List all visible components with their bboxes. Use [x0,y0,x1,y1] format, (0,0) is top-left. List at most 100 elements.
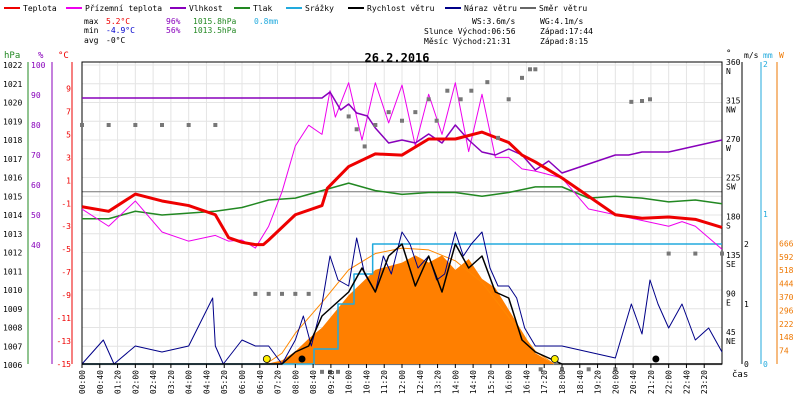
x-tick-label: 21:20 [647,370,656,394]
x-tick-label: 03:20 [167,370,176,394]
wind-direction-mark [458,97,463,102]
wind-direction-mark [186,123,191,127]
mm-tick-label: 2 [763,60,768,69]
temp-tick-label: -3 [61,222,71,231]
chart-title: 26.2.2016 [364,51,429,65]
x-tick-label: 02:00 [131,370,140,394]
temp-tick-label: 1 [66,176,71,185]
wind-gust-info: WG:4.1m/s [540,17,584,26]
wind-direction-mark [469,88,474,93]
mm-axis-title: mm [763,51,773,60]
right-axes: ° m/s mm W360N315NW270W225SW180S135SE90E45N… [726,49,794,369]
wind-gust-line [81,231,723,365]
x-tick-label: 18:40 [576,370,585,394]
wind-direction-mark [520,75,524,80]
hpa-tick-label: 1013 [3,230,22,239]
hpa-tick-label: 1007 [3,342,22,351]
wind-direction-mark [533,67,538,72]
wind-direction-mark [485,80,490,85]
pressure-line [82,182,723,220]
legend-item: Náraz větru [464,4,517,13]
wind-direction-mark [586,367,591,372]
x-tick-label: 13:20 [434,370,443,394]
dir-tick-label: 315 [726,97,741,106]
temp-tick-label: 3 [66,153,71,162]
x-tick-label: 01:20 [114,370,123,394]
stat-label: avg [84,36,99,45]
x-axis: 00:00 00:40 01:20 02:00 02:40 03:20 04:00 04:40… [78,364,709,394]
dir-tick-label: 90 [726,289,736,298]
wind-direction-mark [386,110,391,115]
hpa-tick-label: 1010 [3,286,22,295]
x-tick-label: 23:20 [700,370,709,394]
wind-direction-mark [328,369,332,374]
hpa-tick-label: 1019 [3,117,22,126]
x-tick-label: 00:00 [78,370,87,394]
x-tick-label: 09:20 [327,370,336,394]
x-tick-label: 20:40 [629,370,638,394]
x-tick-label: 22:40 [682,370,691,394]
x-tick-label: 10:00 [345,370,354,394]
stat-pressure: 1013.5hPa [193,26,237,35]
dir-compass-label: SW [726,183,736,192]
wind-direction-mark [354,127,359,132]
legend: Teplota Přízemní teplota Vlhkost Tlak Srážky… [4,4,587,13]
wind-direction-mark [293,291,298,296]
wind-direction-mark [445,88,450,93]
dir-compass-label: NE [726,337,736,346]
wind-direction-mark [213,123,218,127]
x-tick-label: 22:00 [665,370,674,394]
stat-temp: -4.9°C [106,26,135,35]
wind-direction-mark [413,110,418,115]
hpa-tick-label: 1021 [3,80,22,89]
mm-tick-label: 1 [763,210,768,219]
wm2-axis-title: W [779,51,784,60]
x-tick-label: 08:00 [291,370,300,394]
hpa-tick-label: 1016 [3,174,22,183]
wind-direction-mark [320,369,324,374]
humidity-tick-label: 60 [31,181,41,190]
wm2-tick-label: 444 [779,280,794,289]
wind-direction-mark [506,97,511,102]
sunset-info: Západ:17:44 [540,27,593,36]
humidity-axis-title: % [38,51,44,61]
temp-tick-label: -9 [61,291,71,300]
wind-direction-mark [362,144,367,149]
sun-event-marker [550,355,559,363]
dir-axis-title: ° [726,49,731,59]
wind-direction-mark [434,118,439,123]
wind-speed-line [82,243,722,365]
humidity-tick-label: 40 [31,241,41,250]
ms-tick-label: 0 [744,360,749,369]
legend-item: Směr větru [539,4,587,13]
x-tick-label: 18:00 [558,370,567,394]
x-tick-label: 00:40 [96,370,105,394]
radiation-max-line [265,247,555,365]
wind-speed-info: WS:3.6m/s [472,17,516,26]
wm2-tick-label: 148 [779,333,794,342]
wind-direction-mark [648,97,652,102]
temp-tick-label: 5 [66,130,71,139]
stat-pressure: 1015.8hPa [193,17,237,26]
wind-direction-mark [613,367,618,372]
temp-tick-label: -5 [61,245,71,254]
wind-direction-mark [133,123,138,127]
wm2-tick-label: 74 [779,347,789,356]
x-tick-label: 11:20 [380,370,389,394]
legend-item: Rychlost větru [367,4,435,13]
hpa-tick-label: 1015 [3,192,22,201]
wind-direction-mark [666,251,671,256]
dir-compass-label: S [726,221,731,230]
stats-block: max 5.2°C 96% 1015.8hPa 0.8mm min -4.9°C 56% 101… [84,17,278,45]
ms-tick-label: 1 [744,300,749,309]
x-tick-label: 12:00 [398,370,407,394]
wind-direction-mark [528,67,532,72]
wind-direction-mark [400,118,404,123]
x-tick-label: 06:40 [256,370,265,394]
dir-tick-label: 45 [726,328,736,337]
wind-direction-mark [373,123,378,127]
hpa-tick-label: 1009 [3,305,22,314]
humidity-tick-label: 70 [31,151,41,160]
humidity-tick-label: 100 [31,61,46,70]
wind-direction-mark [426,97,431,102]
